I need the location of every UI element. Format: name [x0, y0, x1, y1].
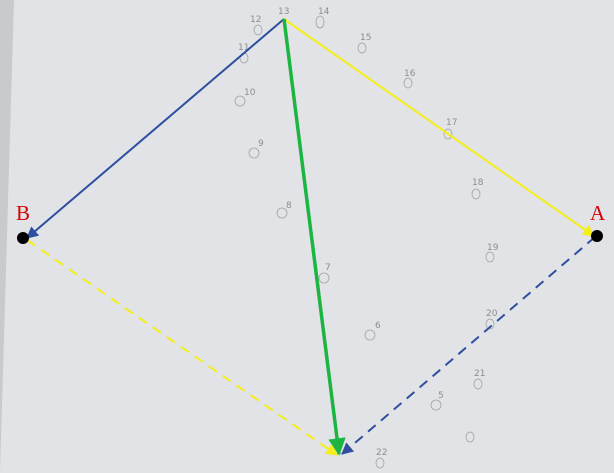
mark-10: 10 [234, 88, 256, 107]
svg-text:22: 22 [376, 448, 387, 458]
svg-text:14: 14 [318, 7, 330, 17]
point-b-dot [17, 232, 29, 244]
mark-21: 21 [473, 369, 485, 390]
mark-7: 7 [318, 263, 331, 284]
handwritten-marks: 12 13 14 15 11 10 16 17 9 18 8 19 7 20 6… [234, 7, 499, 469]
green-resultant-arrow [282, 18, 346, 456]
mark-18: 18 [471, 178, 484, 200]
mark-16: 16 [403, 69, 416, 89]
blue-solid-arrow-to-b [26, 18, 285, 239]
mark-22: 22 [375, 448, 387, 469]
svg-text:6: 6 [375, 321, 381, 331]
svg-text:5: 5 [438, 391, 444, 401]
svg-text:15: 15 [360, 33, 371, 43]
mark-19: 19 [485, 243, 499, 263]
mark-8: 8 [276, 201, 292, 219]
mark-12: 12 [250, 15, 263, 36]
svg-text:20: 20 [486, 309, 498, 319]
svg-text:8: 8 [286, 201, 292, 211]
mark-14: 14 [315, 7, 330, 29]
mark-6: 6 [364, 321, 381, 341]
svg-text:21: 21 [474, 369, 485, 379]
mark-15: 15 [357, 33, 371, 54]
blue-dashed-arrow-from-a [341, 236, 596, 455]
mark-13: 13 [278, 7, 289, 17]
mark-20: 20 [485, 309, 498, 330]
mark-9: 9 [248, 139, 264, 159]
mark-17: 17 [443, 118, 457, 140]
svg-text:19: 19 [487, 243, 499, 253]
point-a-label: A [590, 201, 606, 225]
svg-text:16: 16 [404, 69, 416, 79]
svg-text:10: 10 [244, 88, 256, 98]
point-a-dot [591, 230, 603, 242]
svg-text:18: 18 [472, 178, 484, 188]
svg-text:12: 12 [250, 15, 261, 25]
mark-5: 5 [430, 391, 444, 411]
yellow-solid-arrow-to-a [283, 18, 595, 237]
svg-text:11: 11 [238, 43, 249, 53]
mark-unlabeled [465, 431, 475, 443]
svg-text:7: 7 [325, 263, 331, 273]
svg-text:9: 9 [258, 139, 264, 149]
svg-text:13: 13 [278, 7, 289, 17]
yellow-dashed-arrow-from-b [26, 239, 338, 456]
svg-text:17: 17 [446, 118, 457, 128]
point-b-label: B [16, 201, 30, 225]
